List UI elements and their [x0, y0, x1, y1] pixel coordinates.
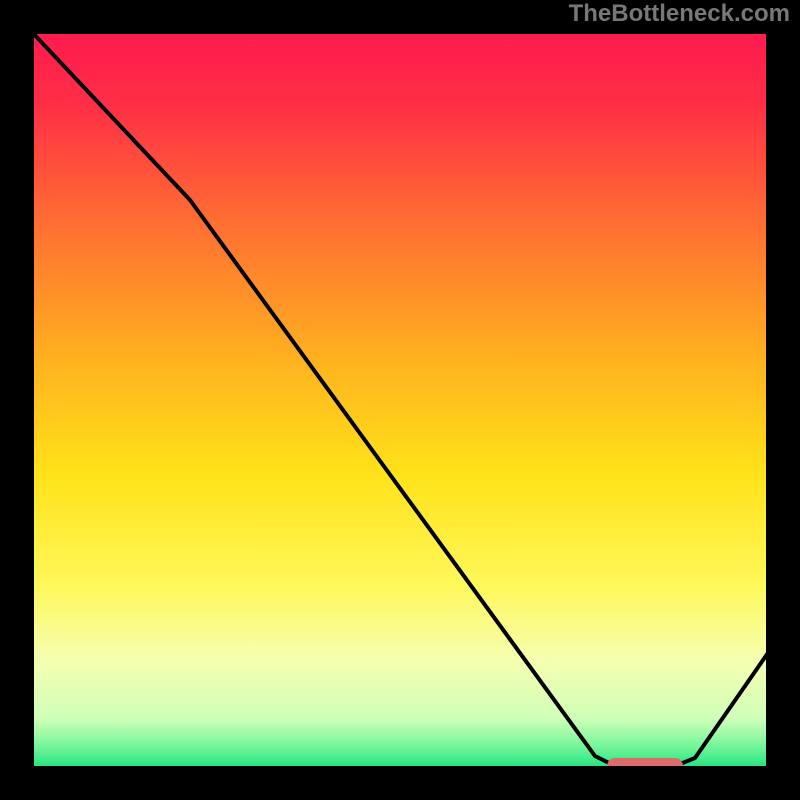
gradient-background	[30, 30, 770, 770]
watermark-text: TheBottleneck.com	[569, 0, 790, 28]
chart-container: TheBottleneck.com	[0, 0, 800, 800]
chart-svg	[30, 30, 770, 770]
